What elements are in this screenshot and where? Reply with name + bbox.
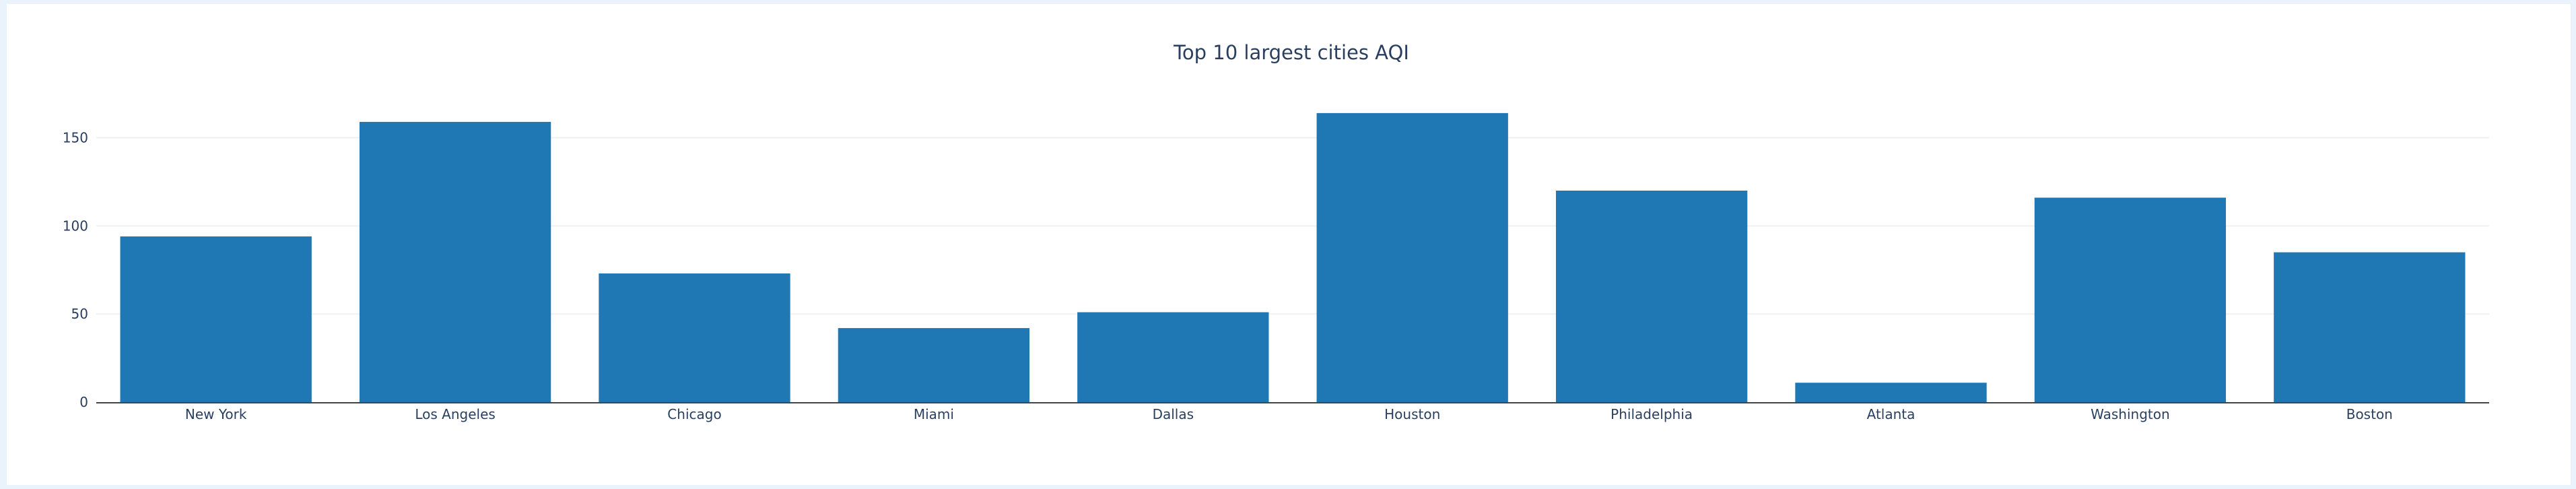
bar-philadelphia[interactable]	[1556, 191, 1747, 402]
x-tick-label: Los Angeles	[415, 406, 495, 422]
bar-dallas[interactable]	[1077, 313, 1268, 402]
chart-panel: 0 50 100 150 New York Los Angeles Chicago Miam…	[7, 4, 2571, 485]
bar-boston[interactable]	[2274, 253, 2465, 402]
x-tick-label: Miami	[914, 406, 954, 422]
x-tick-label: Dallas	[1153, 406, 1194, 422]
x-tick-label: Philadelphia	[1611, 406, 1693, 422]
y-tick-label: 50	[71, 306, 88, 322]
x-axis-ticks: New York Los Angeles Chicago Miami Dallas Hou…	[185, 406, 2393, 422]
y-tick-label: 150	[63, 130, 88, 146]
y-tick-label: 0	[79, 394, 88, 410]
bar-miami[interactable]	[838, 328, 1029, 402]
y-tick-label: 100	[63, 218, 88, 234]
x-tick-label: Chicago	[667, 406, 721, 422]
bars	[121, 113, 2466, 402]
x-tick-label: Boston	[2346, 406, 2393, 422]
bar-chicago[interactable]	[599, 273, 790, 402]
chart-title: Top 10 largest cities AQI	[1173, 41, 1409, 64]
bar-atlanta[interactable]	[1795, 383, 1986, 402]
bar-new-york[interactable]	[121, 236, 312, 402]
y-axis-ticks: 0 50 100 150	[63, 130, 88, 411]
x-tick-label: New York	[185, 406, 247, 422]
bar-los-angeles[interactable]	[360, 122, 551, 402]
x-tick-label: Atlanta	[1867, 406, 1916, 422]
bar-washington[interactable]	[2035, 197, 2226, 402]
bar-houston[interactable]	[1317, 113, 1508, 402]
x-tick-label: Washington	[2091, 406, 2170, 422]
bar-chart: 0 50 100 150 New York Los Angeles Chicago Miam…	[7, 4, 2571, 485]
x-tick-label: Houston	[1384, 406, 1440, 422]
